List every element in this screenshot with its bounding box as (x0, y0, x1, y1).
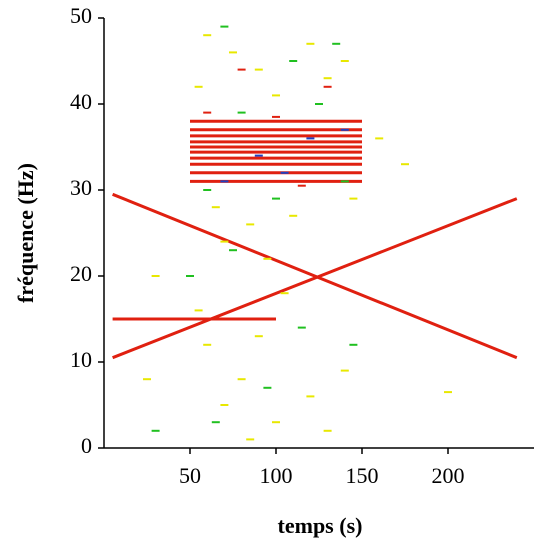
y-tick-label: 10 (70, 347, 92, 372)
y-tick-label: 20 (70, 261, 92, 286)
x-axis-title: temps (s) (278, 513, 363, 538)
x-tick-label: 100 (260, 463, 293, 488)
x-tick-label: 50 (179, 463, 201, 488)
y-tick-label: 0 (81, 433, 92, 458)
y-tick-label: 40 (70, 89, 92, 114)
x-tick-label: 150 (346, 463, 379, 488)
y-axis-title: fréquence (Hz) (13, 163, 38, 303)
line-mark (112, 197, 518, 360)
x-tick-label: 200 (432, 463, 465, 488)
line-mark (112, 192, 518, 360)
y-tick-label: 30 (70, 175, 92, 200)
y-tick-label: 50 (70, 3, 92, 28)
